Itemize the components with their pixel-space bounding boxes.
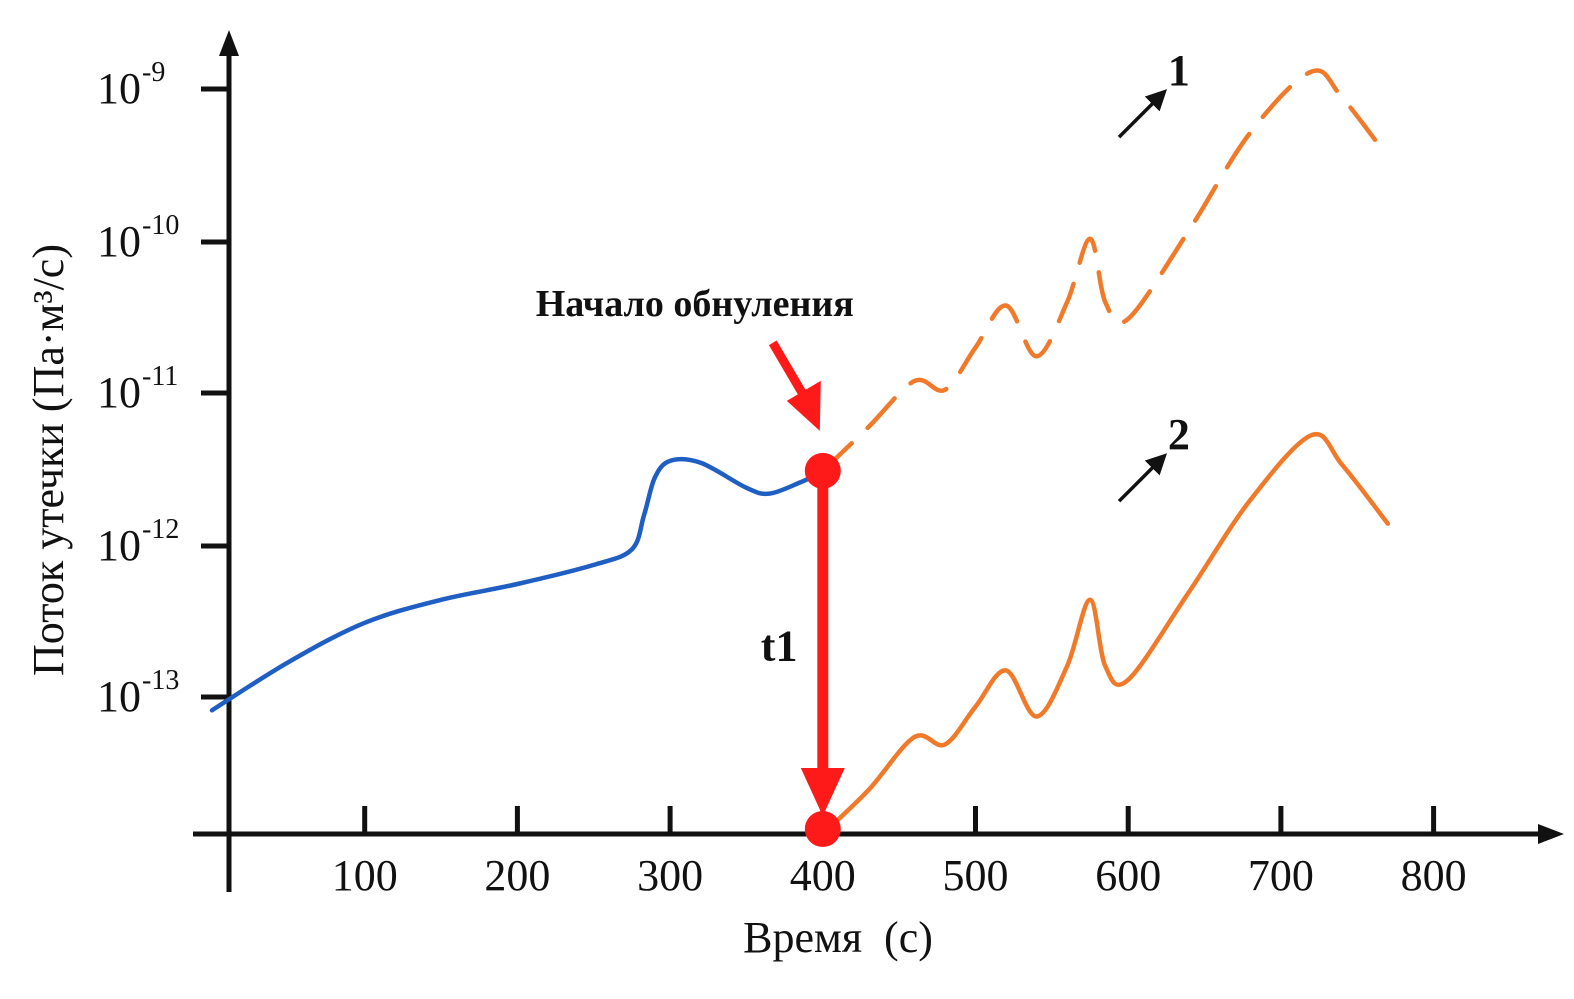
annotation-start-label: Начало обнуления [536,283,854,325]
y-tick-exponent: -11 [142,361,178,392]
x-axis-arrowhead [1538,824,1564,844]
x-tick-label: 700 [1248,851,1314,900]
y-tick-label: 10 [97,521,141,570]
x-ticks: 100 200 300 400 500 600 700 800 [332,806,1467,900]
series-line-1 [820,68,1391,474]
start-point-marker [804,452,841,489]
x-tick-label: 100 [332,851,398,900]
y-axis-label: Поток утечки (Па·м³/с) [24,244,73,676]
series-label: 2 [1168,410,1190,459]
x-tick-label: 600 [1095,851,1161,900]
x-axis-label: Время (с) [743,913,933,962]
annotation-start-arrow-shaft [768,340,811,404]
x-tick-label: 500 [943,851,1009,900]
annotation-layer: Начало обнуления t1 [536,283,854,847]
y-tick-label: 10 [97,368,141,417]
t1-arrowhead [800,768,845,816]
series-label: 1 [1168,46,1190,95]
x-tick-label: 800 [1401,851,1467,900]
y-tick-exponent: -10 [142,210,179,241]
series-layer: 12 [209,46,1391,837]
annotation-start-arrowhead [786,380,821,431]
series-label-arrow [1117,89,1168,139]
series-line-before [209,456,818,713]
y-tick-exponent: -9 [142,57,165,88]
axes [193,30,1564,892]
x-tick-label: 300 [637,851,703,900]
x-tick-label: 400 [790,851,856,900]
y-tick-label: 10 [97,672,141,721]
y-tick-label: 10 [97,64,141,113]
t1-label: t1 [761,621,798,670]
y-tick-label: 10 [97,217,141,266]
y-tick-exponent: -12 [142,514,179,545]
series-label-arrow [1117,453,1168,503]
y-axis-arrowhead [219,30,239,56]
series-line-2 [820,431,1391,837]
zero-point-marker [804,811,841,847]
x-tick-label: 200 [484,851,550,900]
y-tick-exponent: -13 [142,665,179,696]
